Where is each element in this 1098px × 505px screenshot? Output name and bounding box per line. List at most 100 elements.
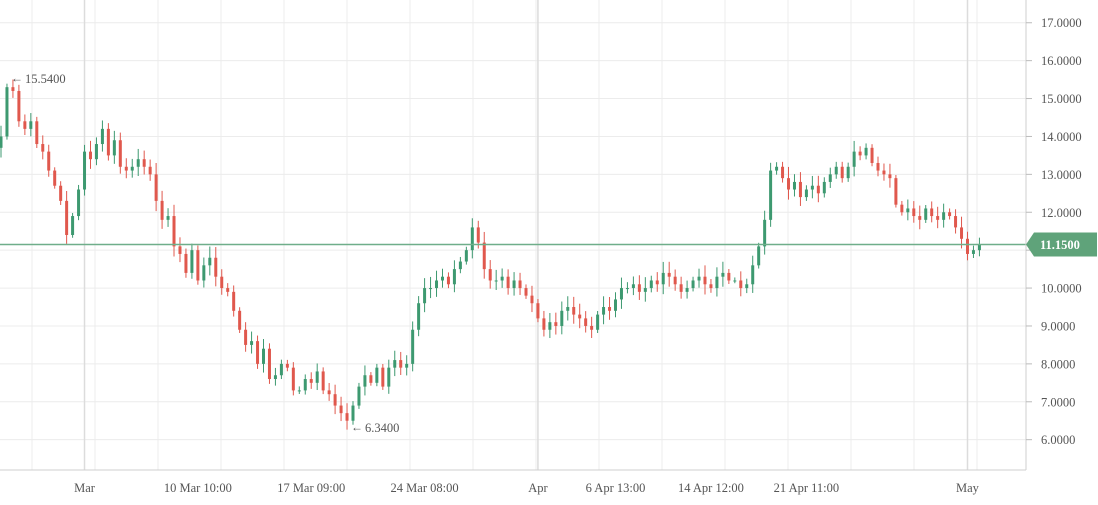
candle-body [250,341,254,345]
candle-body [321,371,325,391]
y-tick-label: 15.0000 [1041,92,1082,106]
candle-body [160,200,164,220]
x-tick-label: 14 Apr 12:00 [678,481,744,495]
current-price-label: 11.1500 [1040,238,1080,252]
candle-body [196,250,200,281]
candle-body [834,166,838,175]
candle-body [202,265,206,281]
candle-body [900,204,904,213]
candle-body [733,280,737,282]
candle-body [29,121,33,129]
candle-body [637,284,641,292]
candle-body [148,166,152,175]
candle-body [256,341,260,364]
x-tick-label: Apr [528,481,548,495]
current-price-badge [1026,232,1097,257]
candle-body [100,128,104,145]
candle-body [232,291,236,311]
y-tick-label: 14.0000 [1041,130,1082,144]
candle-body [542,318,546,330]
candle-body [870,147,874,163]
candle-body [631,284,635,289]
candle-body [619,288,623,300]
candle-body [948,212,952,217]
candle-body [41,144,45,152]
grid-layer [0,0,1026,470]
candle-body [387,367,391,387]
candle-body [446,276,450,285]
candle-body [858,151,862,156]
candle-body [220,276,224,289]
x-tick-label: May [956,481,980,495]
candle-body [178,246,182,254]
candle-body [351,405,355,421]
candle-body [965,238,969,254]
candle-body [775,166,779,171]
candle-body [566,307,570,311]
candle-body [697,276,701,281]
candle-body [649,280,653,289]
candle-body [297,390,301,392]
candle-body [954,216,958,228]
candle-body [273,375,277,380]
candle-body [524,288,528,296]
candle-body [327,390,331,395]
candle-body [244,329,248,345]
candle-body [476,227,480,243]
candle-body [190,250,194,273]
candle-body [554,322,558,326]
candle-body [888,174,892,179]
candle-body [679,284,683,292]
y-tick-label: 16.0000 [1041,54,1082,68]
candle-body [828,174,832,182]
candle-body [452,269,456,285]
candle-body [655,280,659,285]
candle-body [369,375,373,383]
candle-body [715,276,719,289]
candle-body [470,227,474,251]
candle-body [172,216,176,247]
candle-body [71,216,75,235]
candle-body [291,367,295,391]
candle-body [53,170,57,186]
candle-body [763,219,767,247]
annotation-label: 15.5400 [25,72,66,86]
candle-body [721,272,725,277]
candle-body [840,166,844,179]
candle-body [440,276,444,281]
x-tick-label: 10 Mar 10:00 [164,481,232,495]
x-tick-label: 17 Mar 09:00 [277,481,345,495]
candle-body [596,314,600,330]
candle-body [727,272,731,281]
candle-body [548,322,552,330]
candle-body [417,303,421,330]
candle-body [11,87,15,91]
candle-body [745,284,749,289]
candle-body [602,307,606,315]
candle-body [506,276,510,289]
candle-body [106,128,110,156]
candle-body [572,307,576,315]
candle-body [608,307,612,311]
candle-body [494,280,498,282]
candle-body [691,280,695,289]
candle-body [214,257,218,277]
candle-body [769,170,773,220]
candle-body [423,288,427,304]
candle-body [846,166,850,179]
candle-body [333,394,337,406]
candle-body [673,276,677,285]
candle-body [142,159,146,167]
candle-body [971,250,975,254]
candle-body [184,253,188,273]
candle-body [405,363,409,368]
y-tick-label: 17.0000 [1041,16,1082,30]
candle-body [584,318,588,326]
candle-body [930,208,934,217]
y-tick-label: 10.0000 [1041,282,1082,296]
candle-body [560,310,564,326]
candle-body [88,151,92,160]
candle-body [17,90,21,122]
candle-body [315,371,319,383]
candle-body [894,178,898,205]
